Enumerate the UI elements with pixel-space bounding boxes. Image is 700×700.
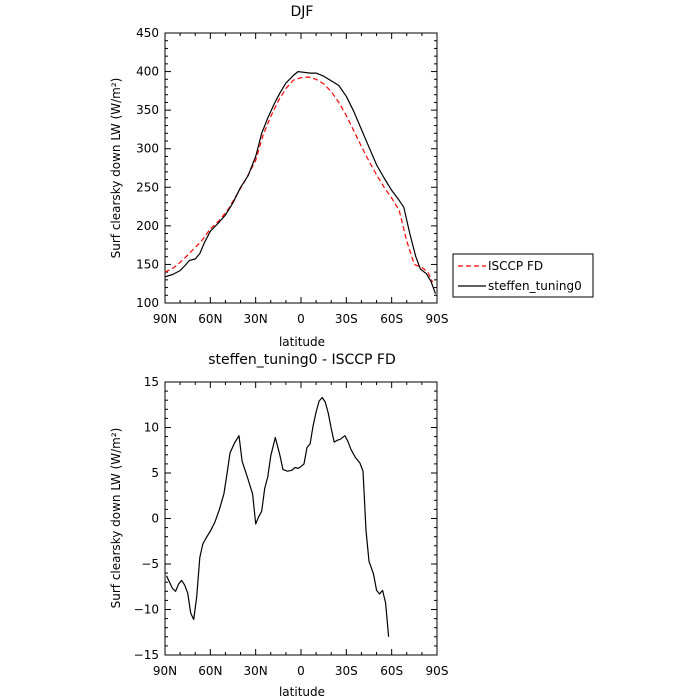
top-plot-frame — [164, 32, 438, 304]
bottom-panel: steffen_tuning0 - ISCCP FD −15 −10 −5 0 5 10 1… — [109, 352, 448, 699]
bottom-y-tick-labels: −15 −10 −5 0 5 10 15 — [134, 375, 159, 662]
top-x-tick-labels: 90N 60N 30N 0 30S 60S 90S — [153, 312, 449, 326]
y-tick-label: 0 — [151, 512, 159, 526]
top-x-axis-label: latitude — [279, 335, 325, 349]
top-y-axis-label: Surf clearsky down LW (W/m²) — [109, 78, 123, 259]
y-tick-label: 200 — [136, 219, 159, 233]
legend-label-steffen: steffen_tuning0 — [488, 279, 582, 293]
x-tick-label: 60N — [198, 664, 222, 678]
y-tick-label: 300 — [136, 142, 159, 156]
y-tick-label: 450 — [136, 26, 159, 40]
series-line-difference — [165, 396, 390, 637]
x-tick-label: 90N — [153, 312, 177, 326]
bottom-y-axis-label: Surf clearsky down LW (W/m²) — [109, 428, 123, 609]
x-tick-label: 60N — [198, 312, 222, 326]
x-tick-label: 90N — [153, 664, 177, 678]
y-tick-label: 400 — [136, 65, 159, 79]
series-line-steffen-tuning0 — [164, 70, 437, 294]
y-tick-label: 10 — [144, 421, 159, 435]
x-tick-label: 60S — [380, 312, 403, 326]
x-tick-label: 0 — [297, 312, 305, 326]
x-tick-label: 90S — [426, 664, 449, 678]
legend-box — [452, 253, 594, 298]
x-tick-label: 30S — [335, 664, 358, 678]
bottom-x-tick-labels: 90N 60N 30N 0 30S 60S 90S — [153, 664, 449, 678]
top-tick-marks — [164, 32, 438, 304]
y-tick-label: −10 — [134, 603, 159, 617]
top-y-tick-labels: 100 150 200 250 300 350 400 450 — [136, 26, 159, 310]
y-tick-label: 350 — [136, 103, 159, 117]
legend: ISCCP FD steffen_tuning0 — [452, 253, 594, 298]
bottom-plot-frame — [164, 381, 438, 656]
x-tick-label: 30S — [335, 312, 358, 326]
top-series-lines — [164, 70, 437, 294]
x-tick-label: 90S — [426, 312, 449, 326]
y-tick-label: 150 — [136, 257, 159, 271]
y-tick-label: 5 — [151, 466, 159, 480]
top-panel: DJF 100 150 200 250 300 350 400 450 90N 60N 30N 0 3… — [109, 4, 448, 349]
x-tick-label: 0 — [297, 664, 305, 678]
bottom-chart-title: steffen_tuning0 - ISCCP FD — [208, 352, 396, 368]
bottom-tick-marks — [164, 381, 438, 656]
x-tick-label: 30N — [244, 312, 268, 326]
bottom-series-lines — [165, 396, 390, 637]
x-tick-label: 30N — [244, 664, 268, 678]
series-line-isccp-fd — [164, 76, 434, 283]
y-tick-label: −15 — [134, 648, 159, 662]
y-tick-label: −5 — [141, 557, 159, 571]
y-tick-label: 100 — [136, 296, 159, 310]
x-tick-label: 60S — [380, 664, 403, 678]
top-chart-title: DJF — [291, 4, 314, 20]
y-tick-label: 250 — [136, 180, 159, 194]
legend-label-isccp: ISCCP FD — [488, 259, 543, 273]
y-tick-label: 15 — [144, 375, 159, 389]
bottom-x-axis-label: latitude — [279, 685, 325, 699]
